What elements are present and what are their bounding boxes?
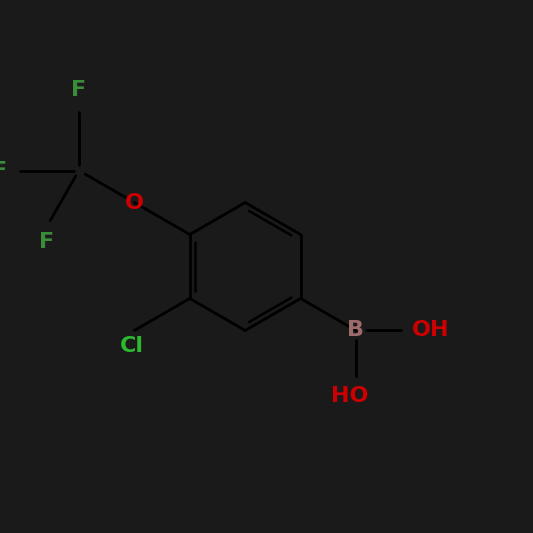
Text: F: F [0, 160, 7, 181]
Text: O: O [125, 192, 144, 213]
Text: Cl: Cl [120, 336, 144, 356]
Text: HO: HO [331, 386, 368, 407]
Text: F: F [71, 80, 86, 100]
Text: B: B [348, 320, 365, 341]
Text: OH: OH [412, 320, 449, 341]
Text: F: F [39, 232, 54, 252]
